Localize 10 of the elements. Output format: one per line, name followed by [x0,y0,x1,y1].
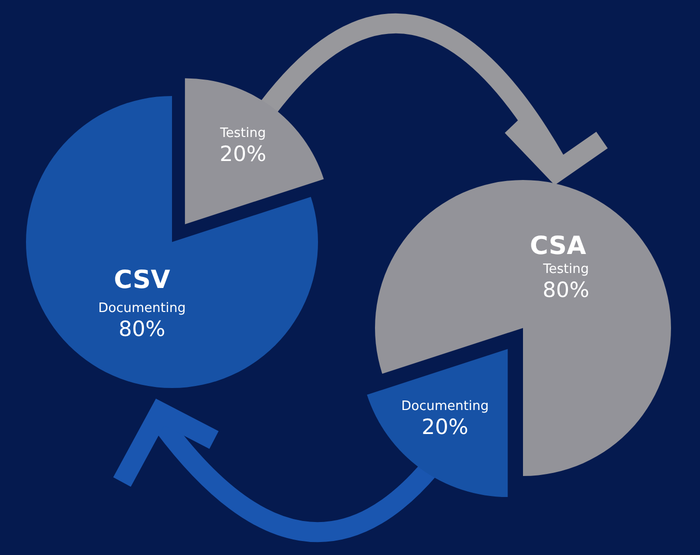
data-label: 20% [422,415,468,439]
slice-label: Testing [219,126,266,141]
slice-label: Testing [542,262,589,277]
data-label: 80% [118,317,166,341]
text: CSV [114,265,171,294]
text: CSA [530,231,587,260]
slice-label: Documenting [401,399,489,414]
data-label: 80% [542,278,590,302]
data-label: 20% [220,142,266,166]
slice-label: Documenting [98,301,186,316]
